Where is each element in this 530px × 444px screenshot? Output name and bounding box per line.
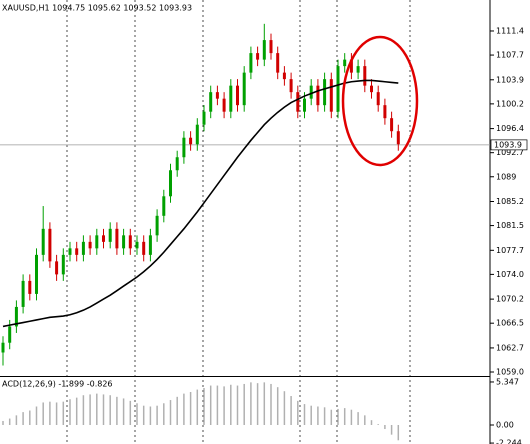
- candle-body: [14, 306, 18, 327]
- candle-body: [343, 59, 347, 67]
- candle-body: [336, 66, 340, 112]
- y-tick-label: 1096.4: [496, 124, 524, 133]
- y-tick-label: 0.00: [496, 421, 514, 430]
- candle-body: [189, 137, 193, 145]
- current-price-label: 1093.9: [494, 140, 522, 149]
- candle-body: [396, 131, 400, 145]
- candle-body: [35, 254, 38, 294]
- candle-body: [175, 157, 179, 171]
- candle-body: [269, 40, 273, 54]
- candle-body: [61, 254, 65, 275]
- candle-body: [128, 235, 132, 249]
- candle-body: [1, 342, 5, 353]
- candle-body: [323, 79, 327, 106]
- y-tick-label: 1092.7: [496, 148, 524, 157]
- candle-body: [262, 40, 266, 60]
- candle-body: [256, 53, 260, 60]
- candle-body: [95, 235, 99, 249]
- candle-body: [390, 118, 394, 132]
- candle-body: [75, 248, 79, 255]
- candle-body: [108, 228, 112, 242]
- candle-body: [182, 137, 186, 158]
- candle-body: [148, 235, 152, 255]
- current-price-box: [490, 139, 528, 151]
- candle-body: [21, 280, 25, 307]
- candle-body: [349, 59, 353, 73]
- candle-body: [135, 241, 139, 249]
- candle-body: [202, 111, 206, 125]
- candle-body: [249, 53, 253, 73]
- candle-body: [303, 98, 306, 112]
- candle-body: [276, 53, 280, 73]
- candle-body: [155, 215, 159, 236]
- candle-body: [122, 235, 126, 249]
- candle-body: [289, 79, 293, 93]
- y-tick-label: 1074.0: [496, 270, 524, 279]
- candle-body: [55, 261, 59, 275]
- candle-body: [81, 241, 85, 255]
- candle-body: [236, 85, 239, 106]
- candle-body: [242, 72, 246, 106]
- candle-body: [88, 241, 92, 249]
- indicator-title: ACD(12,26,9) -1.899 -0.826: [2, 380, 113, 389]
- y-tick-label: 1111.4: [496, 26, 524, 35]
- candle-body: [215, 92, 219, 99]
- y-tick-label: -2.244: [496, 439, 522, 444]
- candle-body: [41, 228, 45, 255]
- y-tick-label: 1077.7: [496, 246, 524, 255]
- candle-body: [296, 92, 300, 112]
- y-tick-label: 1062.7: [496, 343, 524, 352]
- candle-body: [195, 124, 199, 145]
- candle-body: [169, 170, 172, 197]
- candle-body: [102, 235, 105, 242]
- candle-body: [8, 326, 12, 343]
- candle-body: [329, 79, 333, 112]
- candle-body: [309, 85, 313, 99]
- y-tick-label: 1103.9: [496, 75, 524, 84]
- y-tick-label: 1059.0: [496, 368, 524, 377]
- candle-body: [142, 241, 146, 255]
- highlight-circle: [341, 35, 419, 167]
- candle-body: [222, 98, 226, 112]
- candle-body: [28, 280, 32, 294]
- y-tick-label: 1089: [496, 172, 516, 181]
- y-tick-label: 5.347: [496, 377, 519, 386]
- candle-body: [162, 196, 166, 216]
- candle-body: [48, 228, 52, 262]
- y-tick-label: 1070.2: [496, 295, 524, 304]
- y-tick-label: 1081.5: [496, 221, 524, 230]
- y-tick-label: 1085.2: [496, 197, 524, 206]
- candle-body: [282, 72, 286, 80]
- time-grid: [66, 0, 411, 444]
- candle-body: [316, 85, 320, 106]
- y-tick-label: 1107.7: [496, 51, 524, 60]
- moving-average: [2, 79, 399, 328]
- y-tick-label: 1100.2: [496, 99, 524, 108]
- candle-body: [383, 105, 387, 119]
- candle-body: [115, 228, 119, 249]
- candle-body: [209, 92, 213, 112]
- candle-body: [229, 85, 233, 112]
- candle-body: [376, 92, 380, 106]
- candle-body: [363, 66, 367, 86]
- candle-body: [370, 85, 373, 93]
- chart-title: XAUUSD,H1 1094.75 1095.62 1093.52 1093.9…: [2, 4, 192, 13]
- candle-body: [356, 66, 360, 73]
- y-tick-label: 1066.5: [496, 319, 524, 328]
- candle-body: [68, 248, 72, 255]
